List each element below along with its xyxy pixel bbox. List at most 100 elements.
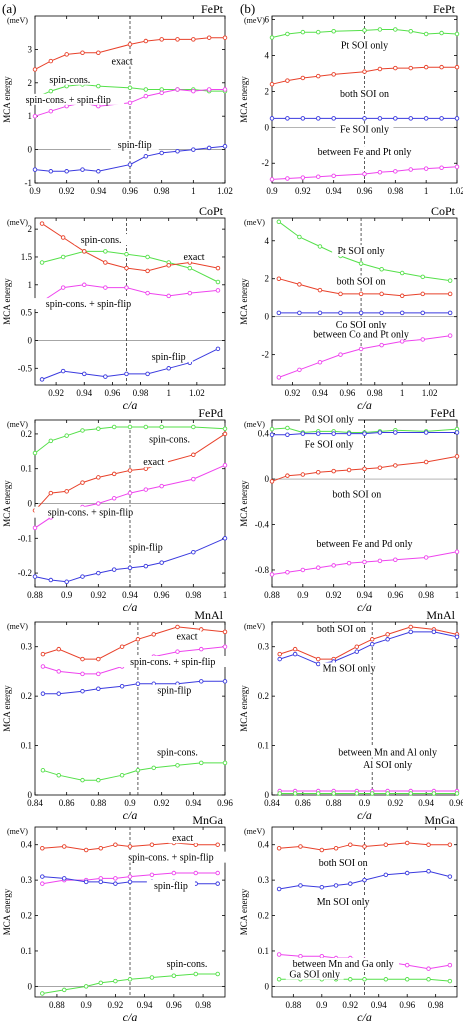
ytick-label-a1-5: 2	[28, 224, 33, 234]
series-point-a4-3-8	[193, 971, 199, 977]
series-point-a4-0-4	[113, 842, 118, 847]
series-point-a2-1-6	[127, 468, 133, 473]
series-point-a0-3-4	[96, 169, 101, 174]
series-point-b2-2-9	[423, 459, 429, 465]
series-point-a3-2-5	[135, 681, 141, 687]
ylabel-b4: MCA energy	[239, 888, 249, 935]
series-point-a4-0-1	[61, 844, 67, 849]
xtick-label-a4-3: 0.94	[137, 1000, 153, 1010]
series-line-a0-3	[34, 145, 226, 172]
chart-a0: 0.9 0.92 0.94 0.96 0.98 1 1.02 -1 0 1 2 3 (meV) MCA e…	[2, 2, 233, 196]
annotation-a0-1: spin-cons.	[49, 75, 90, 86]
ytick-label-b0-1: 0	[265, 122, 270, 132]
annotation-bg-a4-0	[168, 832, 197, 844]
annotation-a1-1: exact	[183, 252, 204, 263]
series-point-a3-2-0	[40, 691, 46, 696]
series-point-a1-0-7	[187, 265, 193, 271]
series-point-b1-1-7	[420, 291, 425, 297]
unit-label-b2: (meV)	[244, 420, 265, 429]
series-point-b0-1-0	[269, 81, 275, 87]
series-point-a2-0-6	[127, 424, 133, 430]
series-point-b4-1-0	[276, 886, 282, 892]
annotation-bg-b3-0	[312, 622, 371, 634]
series-point-a0-0-7	[159, 37, 164, 42]
annotation-bg-b2-0	[300, 413, 358, 425]
annotation-b3-2: between Mn and Al only	[338, 747, 437, 758]
xtick-label-b3-3: 0.9	[359, 798, 371, 808]
series-point-a2-3-7	[143, 563, 149, 569]
ytick-label-b1-3: 4	[265, 236, 270, 246]
series-point-b1-0-8	[447, 278, 453, 283]
annotation-bg-b3-1	[320, 662, 379, 674]
series-point-a1-3-6	[166, 366, 171, 371]
series-line-b4-0	[279, 842, 450, 851]
xtick-label-b1-4: 1	[400, 388, 405, 398]
series-line-a4-3	[42, 973, 218, 994]
chart-b1: 0.92 0.94 0.96 0.98 1 1.02 -2 0 2 4(meV) MCA energ…	[239, 204, 458, 412]
annotation-bg-a1-3	[144, 350, 193, 362]
xtick-label-a0-4: 0.98	[154, 186, 170, 196]
series-point-a4-2-5	[127, 879, 133, 885]
series-point-b2-2-7	[377, 465, 383, 470]
series-point-b3-3-8	[431, 791, 437, 796]
series-point-b0-3-1	[285, 176, 290, 181]
annotation-a0-2: spin-cons. + spin-flip	[26, 95, 111, 106]
series-point-a1-0-0	[39, 260, 45, 265]
ytick-label-a2-0: -0.2	[18, 568, 32, 578]
series-point-a3-3-7	[175, 763, 180, 768]
series-point-b2-2-1	[285, 473, 290, 478]
annotation-a4-1: spin-cons. + spin-flip	[128, 853, 213, 864]
series-point-a2-2-7	[143, 487, 149, 492]
annotation-b0-1: both SOI on	[340, 89, 389, 100]
series-point-b1-1-8	[447, 291, 453, 297]
series-point-a1-2-5	[145, 290, 150, 296]
series-point-b4-2-2	[319, 954, 325, 959]
chart-title-a0: FePt	[201, 2, 224, 16]
xtick-label-a2-6: 1	[223, 590, 228, 600]
series-point-a0-3-1	[48, 169, 54, 174]
series-point-b3-1-9	[454, 634, 460, 640]
xtick-label-a4-0: 0.88	[49, 1000, 65, 1010]
series-point-a2-2-8	[159, 483, 164, 489]
series-point-b1-2-5	[379, 310, 384, 316]
series-point-a3-0-4	[119, 644, 125, 649]
series-point-b2-3-8	[393, 557, 398, 562]
annotation-b2-2: both SOI on	[332, 489, 381, 500]
series-point-b4-0-7	[404, 840, 410, 846]
series-point-b4-3-9	[447, 978, 453, 984]
plot-frame-a3	[34, 621, 226, 796]
chart-a1: 0.92 0.94 0.96 0.98 1 1.02 -0.5 0 0.5 1 1.5 2(meV) M…	[2, 204, 226, 412]
series-point-a3-0-1	[56, 646, 62, 652]
series-line-b0-0	[271, 29, 458, 38]
series-point-a3-0-3	[96, 656, 101, 662]
series-point-b1-3-4	[358, 346, 364, 352]
xtick-label-b0-3: 0.96	[357, 186, 373, 196]
series-point-b1-2-7	[420, 310, 425, 316]
series-point-b2-2-2	[300, 472, 306, 477]
series-point-b4-1-4	[348, 881, 353, 886]
series-point-a3-0-9	[222, 629, 228, 635]
ytick-label-a0-1: 0	[28, 145, 33, 155]
series-point-b0-3-10	[439, 165, 444, 170]
series-point-b2-1-5	[346, 431, 352, 436]
series-point-a3-3-5	[135, 768, 141, 773]
series-point-b0-1-3	[316, 73, 321, 79]
series-point-b3-0-5	[369, 637, 375, 642]
series-point-a4-0-8	[193, 842, 199, 847]
annotation-a0-3: spin-flip	[118, 140, 152, 151]
series-point-a1-0-1	[60, 254, 66, 260]
series-point-a1-0-4	[124, 251, 129, 257]
series-point-b0-2-9	[423, 116, 429, 121]
series-point-a1-1-3	[103, 260, 108, 265]
series-point-b3-3-7	[408, 791, 414, 796]
plot-frame-b1	[271, 217, 458, 386]
series-point-a1-1-4	[124, 265, 129, 271]
annotation-bg-b4-0	[314, 856, 373, 868]
xtick-label-b2-6: 1	[455, 590, 460, 600]
series-point-b4-3-5	[362, 977, 367, 982]
series-point-b4-1-7	[404, 870, 410, 876]
xtick-label-b4-4: 0.96	[399, 1000, 415, 1010]
annotation-bg-a2-0	[143, 433, 197, 445]
series-point-b1-3-8	[447, 333, 453, 338]
series-point-b0-2-1	[285, 116, 290, 121]
